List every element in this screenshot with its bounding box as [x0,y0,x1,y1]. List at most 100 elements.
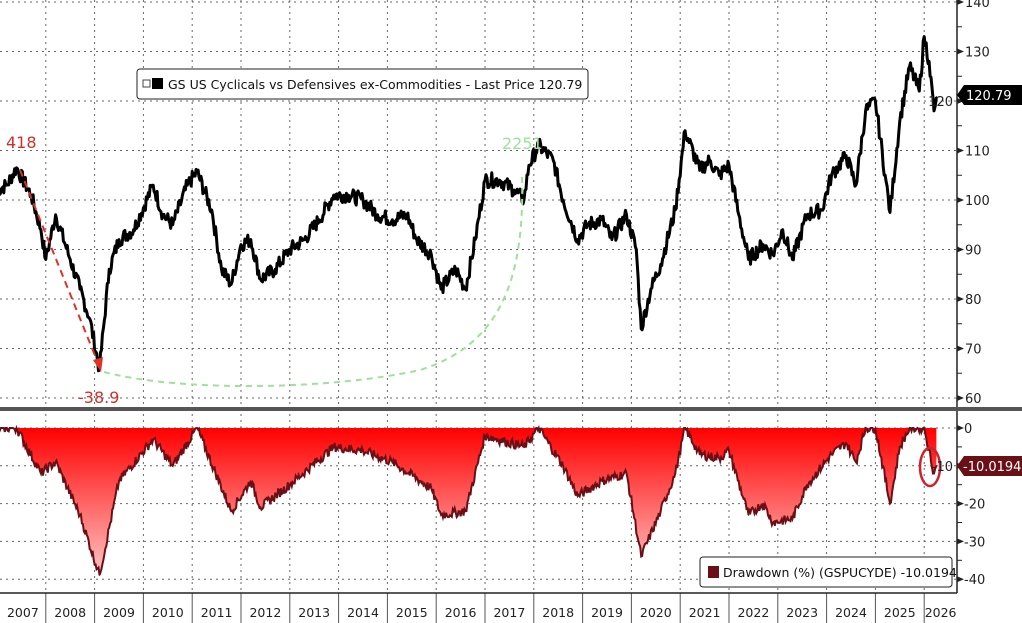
drawdown-point [684,427,686,429]
expand-icon[interactable] [142,79,151,88]
price-point [552,159,555,162]
price-point [684,129,686,132]
price-point [162,214,164,216]
drawdown-point [899,446,901,448]
price-point [406,214,408,216]
drawdown-point [171,465,174,467]
drawdown-point [889,502,891,505]
price-point [259,278,262,281]
price-point [830,174,833,177]
drawdown-point [54,461,57,463]
drawdown-last-value: -10.0194 [963,460,1021,475]
drawdown-point [196,427,198,429]
price-line [0,35,938,373]
drawdown-point [15,427,18,429]
price-point [362,199,364,201]
price-point [15,167,18,169]
price-point [864,110,867,112]
drawdown-point [98,574,101,576]
drawdown-point [259,506,262,509]
peak-label: 418 [6,133,37,152]
x-tick-label: 2017 [493,605,525,620]
price-point [88,318,91,320]
tick-mark [957,98,964,104]
y-tick-label: 110 [965,145,990,160]
price-point [376,214,379,216]
x-tick-label: 2010 [152,605,184,620]
price-point [498,179,501,181]
price-point [318,219,320,221]
drawdown-point [674,472,677,475]
price-point [523,199,525,201]
drawdown-point [484,434,486,437]
price-point [474,238,477,241]
tick-mark [957,296,964,302]
y-tick-label: 0 [964,422,972,437]
drawdown-point [718,457,721,460]
price-point [332,194,335,196]
price-point [640,327,642,330]
price-last-tag: 120.79 [957,85,1022,105]
x-tick-label: 2021 [689,605,721,620]
price-point [772,253,774,256]
price-series [0,35,938,373]
price-point [708,159,711,162]
price-point [698,169,701,172]
price-point [69,258,71,261]
price-point [728,164,730,167]
price-point [45,258,47,261]
tick-mark [957,395,964,401]
price-point [464,288,467,290]
x-tick-label: 2026 [925,605,957,620]
price-point [737,214,740,216]
tick-mark [957,538,964,545]
y-tick-label: 80 [965,293,982,308]
drawdown-point [933,472,935,475]
price-point [118,238,120,241]
drawdown-point [855,461,857,463]
drawdown-point [332,446,335,448]
tick-mark [957,246,964,253]
price-point [430,253,433,256]
annotations: 418 -38.9 2251 [6,133,942,488]
drawdown-point [864,427,867,429]
drawdown-point [40,472,42,475]
x-tick-label: 2019 [591,605,623,620]
drawdown-point [576,495,579,497]
price-point [601,219,603,221]
price-point [845,154,847,157]
tick-mark [957,576,964,583]
price-legend: GS US Cyclicals vs Defensives ex-Commodi… [136,68,589,100]
price-point [855,184,857,186]
price-point [196,170,198,173]
drawdown-area [0,428,937,575]
y-tick-label: -10 [932,460,953,475]
y-tick-label: -20 [964,498,985,513]
price-point [186,184,189,186]
price-point [923,35,925,38]
y-tick-label: 60 [965,392,982,407]
drawdown-legend-text: Drawdown (%) (GSPUCYDE) -10.0194 [723,565,957,580]
price-point [928,60,930,63]
drawdown-point [874,427,877,429]
x-tick-label: 2011 [201,605,233,620]
highlight-circle [918,446,942,488]
price-point [152,184,154,186]
tick-mark [957,197,964,203]
price-point [440,288,442,290]
price-point [562,199,564,201]
drawdown-point [762,502,764,505]
x-tick-label: 2014 [347,605,379,620]
price-point [484,179,486,181]
x-tick-label: 2020 [640,605,672,620]
drawdown-point [728,449,730,452]
price-point [718,174,721,177]
panel-separator[interactable] [0,407,1022,411]
price-point [415,238,418,241]
tick-mark [957,48,964,55]
drawdown-point [772,521,774,524]
arrow-head [93,357,103,372]
price-point [289,248,291,251]
